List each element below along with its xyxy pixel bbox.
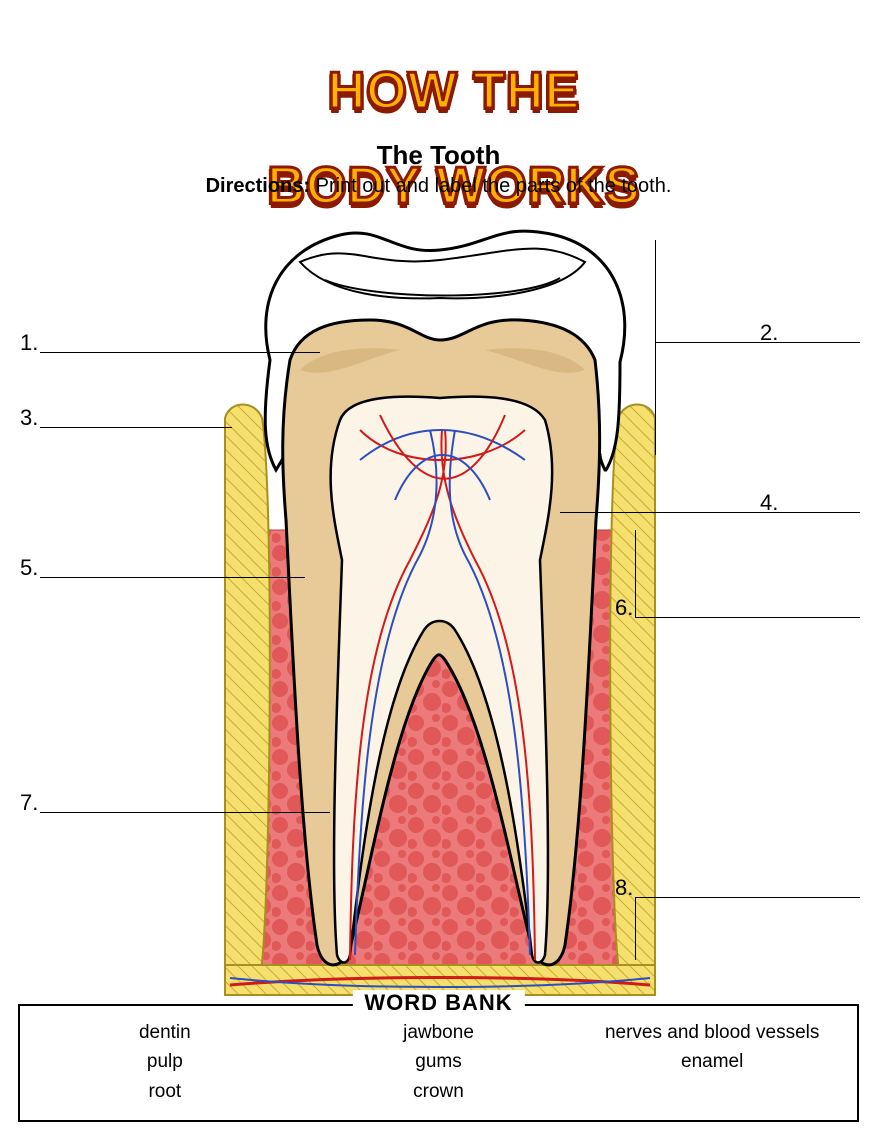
label-line [635,617,860,618]
label-number: 7. [20,790,38,816]
label-layer: 1.3.5.7.2.4.6.8. [0,0,877,1140]
label-line [635,897,860,898]
label-line [40,427,232,428]
label-leader [655,240,656,455]
label-number: 5. [20,555,38,581]
wb-word: jawbone [312,1018,566,1047]
wb-word: pulp [38,1047,292,1076]
wb-word: root [38,1077,292,1106]
label-line [655,342,860,343]
label-number: 1. [20,330,38,356]
wb-word: nerves and blood vessels [585,1018,839,1047]
label-leader [635,897,636,960]
wb-word: gums [312,1047,566,1076]
label-number: 3. [20,405,38,431]
label-number: 6. [615,595,633,621]
word-bank-col-3: nerves and blood vessels enamel [585,1018,839,1106]
word-bank-title: WORD BANK [352,990,524,1016]
word-bank: WORD BANK dentin pulp root jawbone gums … [18,1004,859,1122]
wb-word: enamel [585,1047,839,1076]
word-bank-col-1: dentin pulp root [38,1018,292,1106]
label-line [40,352,320,353]
label-line [560,512,860,513]
word-bank-col-2: jawbone gums crown [312,1018,566,1106]
label-line [40,812,330,813]
label-line [40,577,305,578]
wb-word: crown [312,1077,566,1106]
label-number: 8. [615,875,633,901]
label-leader [635,530,636,617]
wb-word: dentin [38,1018,292,1047]
